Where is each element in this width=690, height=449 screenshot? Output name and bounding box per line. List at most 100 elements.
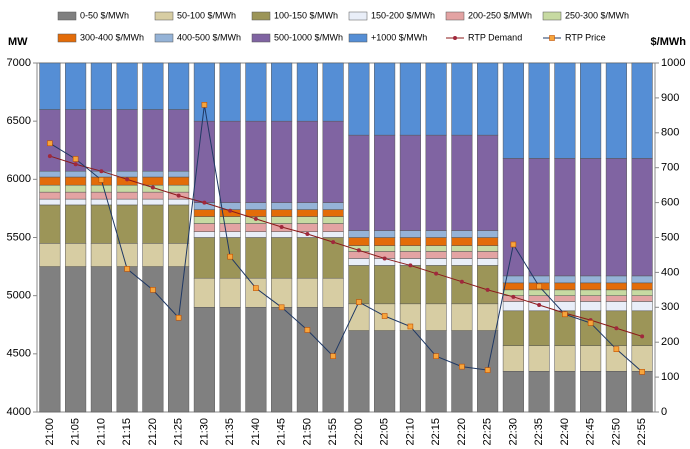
bar-segment [271, 62, 293, 122]
x-tick-label: 21:10 [95, 418, 107, 446]
bar-segment [168, 266, 190, 413]
bar-segment [631, 289, 653, 296]
bar-segment [502, 345, 524, 372]
bar-segment [219, 216, 241, 224]
y2-tick-label: 800 [661, 127, 679, 139]
bar-segment [193, 209, 215, 217]
y-tick-label: 7000 [7, 57, 31, 69]
bar-segment [142, 204, 164, 244]
bar-segment [425, 245, 447, 252]
demand-marker [614, 326, 619, 331]
bar-segment [425, 134, 447, 231]
bar-segment [193, 223, 215, 232]
bar-segment [168, 170, 190, 178]
legend-label: 150-200 $/MWh [371, 10, 435, 20]
legend-label: 200-250 $/MWh [468, 10, 532, 20]
y-tick-label: 6500 [7, 115, 31, 127]
demand-marker [537, 302, 542, 307]
bar-segment [271, 120, 293, 203]
bar-segment [631, 295, 653, 302]
bar-segment [554, 62, 576, 159]
bar-segment [245, 223, 267, 232]
bar-segment [116, 266, 138, 413]
bar-segment [322, 202, 344, 210]
demand-marker [279, 225, 284, 230]
price-marker [124, 266, 130, 272]
bar-segment [502, 62, 524, 159]
bar-segment [631, 275, 653, 284]
price-marker [381, 313, 388, 319]
demand-marker [434, 271, 439, 276]
x-tick-label: 21:40 [250, 418, 262, 446]
bar-segment [296, 202, 318, 210]
bar-segment [348, 330, 370, 413]
bar-segment [348, 258, 370, 266]
price-marker [587, 320, 594, 326]
bar-segment [605, 62, 627, 159]
x-tick-label: 22:40 [559, 418, 571, 446]
bar-segment [425, 330, 447, 413]
bar-segment [605, 158, 627, 277]
bar-segment [451, 134, 473, 231]
legend-swatch [348, 33, 368, 43]
bar-segment [219, 307, 241, 413]
bar-segment [631, 345, 653, 372]
legend-swatch [154, 33, 174, 43]
bar-segment [348, 237, 370, 246]
demand-marker [511, 294, 516, 299]
x-tick-label: 21:25 [173, 418, 185, 446]
bar-segment [631, 158, 653, 277]
bar-segment [116, 243, 138, 267]
bar-segment [425, 251, 447, 259]
bar-segment [296, 120, 318, 203]
bar-segment [477, 303, 499, 331]
bar-segment [168, 198, 190, 206]
x-tick-label: 22:50 [610, 418, 622, 446]
bar-segment [631, 371, 653, 413]
bar-segment [399, 245, 421, 252]
price-marker [407, 323, 414, 330]
bar-segment [142, 191, 164, 200]
y2-tick-label: 700 [661, 162, 679, 174]
legend-swatch [348, 11, 368, 21]
bar-segment [168, 184, 190, 193]
y2-tick-label: 500 [661, 231, 679, 243]
bar-segment [39, 184, 61, 193]
x-tick-label: 21:15 [121, 418, 133, 446]
bar-segment [605, 282, 627, 291]
price-marker [562, 311, 568, 318]
bar-segment [399, 251, 421, 259]
y2-tick-label: 400 [661, 266, 679, 278]
bar-segment [271, 216, 293, 224]
legend-swatch [542, 11, 562, 21]
y-tick-label: 5500 [7, 231, 31, 243]
bar-segment [605, 295, 627, 302]
bar-segment [631, 62, 653, 159]
bar-segment [451, 330, 473, 413]
bar-segment [477, 258, 499, 266]
price-marker [484, 367, 491, 373]
bar-segment [296, 209, 318, 217]
legend-label: 50-100 $/MWh [177, 10, 236, 20]
bar-segment [425, 258, 447, 266]
bar-segment [219, 120, 241, 203]
bar-segment [65, 243, 87, 267]
bar-segment [245, 120, 267, 203]
bar-segment [271, 237, 293, 279]
bar-segment [374, 62, 396, 136]
demand-marker [640, 334, 645, 339]
x-tick-label: 21:50 [301, 418, 313, 446]
y-axis-label: MW [8, 36, 28, 48]
legend-label: 250-300 $/MWh [565, 10, 629, 20]
price-marker [639, 369, 645, 375]
bar-segment [451, 237, 473, 246]
x-tick-label: 21:55 [327, 418, 339, 446]
y2-axis-label: $/MWh [651, 36, 687, 48]
price-marker [510, 241, 517, 248]
bar-segment [502, 301, 524, 312]
bar-segment [554, 289, 576, 296]
bar-segment [142, 170, 164, 178]
bar-segment [425, 62, 447, 136]
bar-segment [554, 371, 576, 413]
